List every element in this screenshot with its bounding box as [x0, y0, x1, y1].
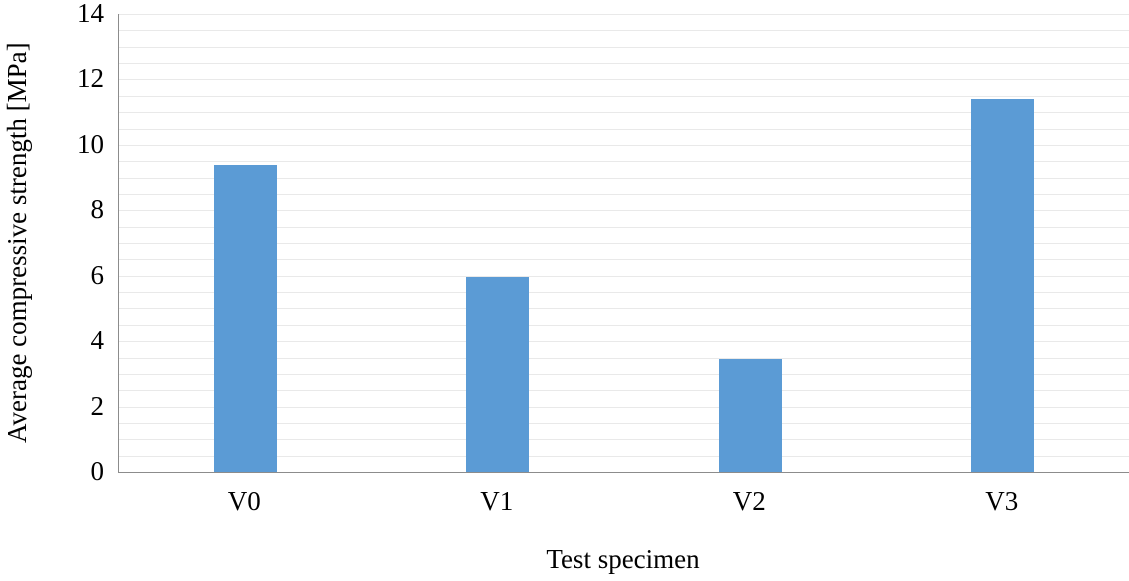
x-axis-title: Test specimen [546, 544, 700, 574]
gridline [119, 46, 1129, 48]
gridline [119, 324, 1129, 326]
gridline [119, 210, 1129, 212]
gridline [119, 14, 1129, 15]
gridline [119, 406, 1129, 408]
y-tick-label: 2 [90, 390, 105, 421]
y-tick-label: 12 [77, 63, 104, 94]
gridline [119, 243, 1129, 244]
gridline [119, 308, 1129, 310]
gridline [119, 128, 1129, 130]
gridline [119, 373, 1129, 375]
bar-V1 [466, 277, 530, 472]
x-tick-label: V3 [985, 486, 1019, 516]
gridline [119, 112, 1129, 114]
plot-area [118, 14, 1129, 473]
gridline [119, 144, 1129, 146]
y-tick-label: 14 [77, 0, 104, 28]
gridline [119, 357, 1129, 359]
gridline [119, 177, 1129, 179]
gridline [119, 292, 1129, 294]
y-tick-label: 10 [77, 128, 104, 159]
bar-V2 [718, 359, 782, 472]
gridline [119, 30, 1129, 32]
x-tick-label: V2 [732, 486, 766, 516]
gridline [119, 439, 1129, 441]
y-tick-label: 0 [90, 455, 105, 486]
bar-V3 [971, 99, 1035, 472]
gridline [119, 226, 1129, 228]
x-tick-label: V0 [227, 486, 261, 516]
gridline [119, 341, 1129, 343]
gridline [119, 193, 1129, 195]
y-tick-label: 4 [90, 324, 105, 355]
gridline [119, 161, 1129, 163]
y-tick-label: 8 [90, 194, 105, 225]
x-axis-tick-labels: V0 V1 V2 V3 [0, 486, 1129, 522]
x-tick-label: V1 [480, 486, 514, 516]
y-axis-tick-labels: 0 2 4 6 8 10 12 14 [0, 0, 104, 581]
gridline [119, 259, 1129, 261]
gridline [119, 275, 1129, 277]
gridline [119, 455, 1129, 457]
gridline [119, 63, 1129, 65]
gridline [119, 79, 1129, 81]
y-tick-label: 6 [90, 259, 105, 290]
gridline [119, 390, 1129, 392]
gridline [119, 422, 1129, 424]
bar-V0 [213, 164, 277, 472]
gridline [119, 95, 1129, 97]
